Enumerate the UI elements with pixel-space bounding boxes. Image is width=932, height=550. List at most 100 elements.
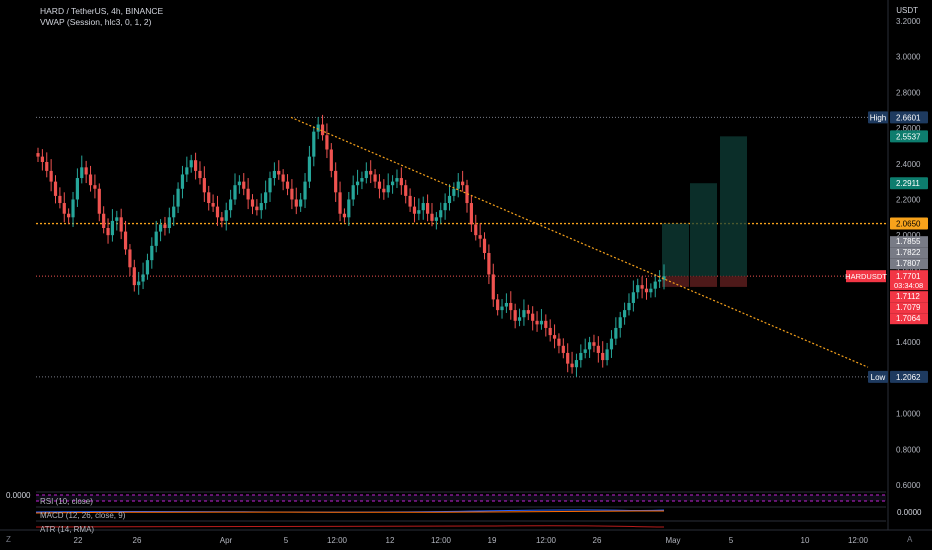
profit-zone (690, 183, 717, 277)
candle-body (364, 170, 368, 179)
x-tick-label: 10 (801, 536, 810, 545)
candle-body (185, 167, 189, 175)
candle-body (522, 310, 526, 318)
candle-body (587, 342, 592, 350)
current-price-text: 1.7701 (896, 272, 921, 281)
time-axis[interactable]: 22 26 Apr 5 12:00 12 12:00 19 12:00 26 May 5 10 12:00 (74, 536, 869, 545)
right-zero-label: 0.0000 (897, 508, 922, 517)
x-tick-label: May (665, 536, 680, 545)
candle-body (557, 338, 561, 346)
candle-body (355, 181, 360, 186)
candle-body (421, 203, 425, 211)
target-badge (890, 177, 928, 190)
candle-body (513, 310, 517, 321)
candle-body (548, 327, 552, 336)
rsi-label[interactable]: RSI (10, close) (40, 497, 93, 506)
x-tick-label: 26 (593, 536, 602, 545)
candle-body (67, 213, 71, 218)
candle-body (618, 317, 622, 328)
candle-body (97, 188, 101, 214)
candle-body (259, 203, 263, 211)
high-badge (890, 111, 928, 124)
candle-body (58, 195, 62, 204)
candle-body (334, 170, 338, 193)
candle-body (128, 249, 132, 268)
atr-line (35, 525, 665, 528)
candle-body (172, 206, 176, 218)
candle-body (49, 170, 53, 182)
ticker-tag-text: HARDUSDT (845, 272, 887, 281)
candle-body (491, 274, 495, 300)
vwap-indicator-label[interactable]: VWAP (Session, hlc3, 0, 1, 2) (40, 17, 152, 27)
currency-label: USDT (896, 6, 918, 15)
candle-body (325, 135, 329, 150)
candle-body (469, 203, 473, 225)
trendline[interactable] (290, 116, 869, 368)
y-tick-label: 2.8000 (896, 88, 921, 97)
candle-body (456, 181, 460, 189)
candle-body (474, 224, 478, 236)
candle-body (62, 203, 66, 214)
candle-body (377, 181, 382, 189)
candle-body (504, 302, 509, 307)
atr-label[interactable]: ATR (14, RMA) (40, 525, 95, 534)
candle-body (268, 178, 272, 193)
candle-body (443, 203, 447, 211)
candle-body (329, 149, 333, 171)
candle-body (193, 160, 198, 171)
candle-body (277, 170, 281, 175)
candle-body (461, 181, 465, 186)
stop-badge-text: 1.7064 (896, 314, 921, 323)
y-tick-label: 2.6000 (896, 124, 921, 133)
auto-scale-icon[interactable]: A (907, 535, 913, 544)
target-badge (890, 130, 928, 143)
y-tick-label: 3.2000 (896, 17, 921, 26)
candle-body (653, 281, 657, 289)
candle-body (408, 195, 412, 207)
target-badge-text: 2.5537 (896, 132, 921, 141)
candle-body (145, 260, 150, 275)
candle-body (609, 338, 614, 350)
candle-body (294, 199, 298, 207)
x-tick-label: 22 (74, 536, 83, 545)
entry-badge (890, 236, 928, 248)
entry-badge (890, 258, 928, 270)
low-badge-tag (868, 370, 888, 383)
candle-body (535, 320, 539, 325)
candle-body (176, 188, 180, 207)
y-tick-label: 1.0000 (896, 410, 921, 419)
macd-label[interactable]: MACD (12, 26, close, 9) (40, 511, 126, 520)
ticker-tag (846, 270, 886, 283)
low-badge-text: 1.2062 (896, 373, 921, 382)
entry-badge-text: 1.7807 (896, 259, 921, 268)
long-position-boxes[interactable] (662, 136, 747, 287)
candle-body (395, 178, 399, 182)
symbol-title[interactable]: HARD / TetherUS, 4h, BINANCE (40, 6, 164, 16)
timezone-icon[interactable]: Z (6, 535, 11, 544)
candle-body (631, 292, 635, 303)
candle-body (75, 178, 79, 200)
candle-body (390, 181, 395, 186)
candle-body (496, 299, 500, 311)
candle-body (255, 206, 259, 211)
candle-body (544, 320, 548, 328)
candle-body (526, 310, 530, 314)
candle-body (552, 335, 557, 339)
candle-body (439, 210, 443, 218)
candle-body (211, 203, 215, 207)
candle-body (434, 217, 438, 221)
candle-body (574, 360, 579, 368)
candle-body (447, 195, 452, 204)
high-badge-tag (868, 111, 888, 124)
candle-body (342, 213, 347, 218)
candle-body (110, 220, 115, 236)
price-badges: High 2.6601 Low 1.2062 2.5537 2.2911 2.0650 1.7… (845, 111, 928, 383)
candle-body (154, 231, 158, 246)
candle-body (347, 199, 351, 218)
stop-badge (890, 313, 928, 325)
profit-zone (720, 136, 747, 277)
x-tick-label: 12:00 (431, 536, 452, 545)
candle-body (320, 124, 325, 136)
candle-body (517, 317, 522, 321)
